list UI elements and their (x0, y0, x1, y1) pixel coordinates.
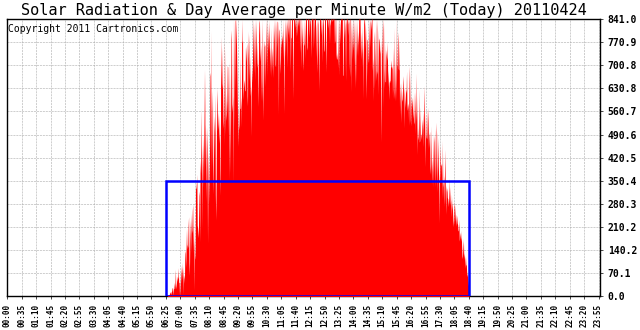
Text: Copyright 2011 Cartronics.com: Copyright 2011 Cartronics.com (8, 24, 179, 35)
Title: Solar Radiation & Day Average per Minute W/m2 (Today) 20110424: Solar Radiation & Day Average per Minute… (21, 3, 587, 18)
Bar (166, 181, 469, 296)
